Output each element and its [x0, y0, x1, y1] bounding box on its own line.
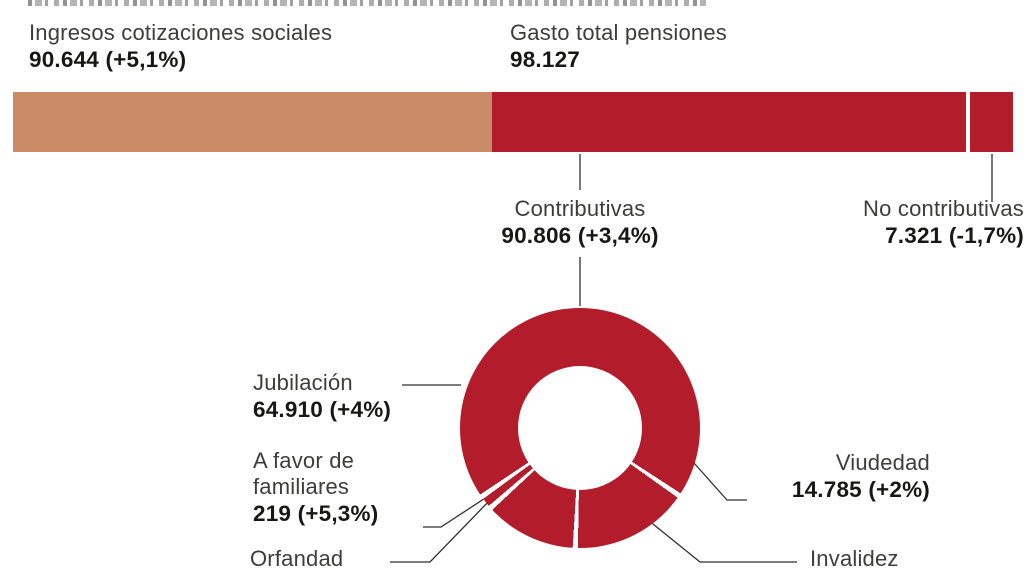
afavor-label-line2: familiares [253, 474, 350, 499]
cropped-title-fragment [28, 0, 706, 6]
jubilacion-label: Jubilación [253, 370, 353, 395]
donut-chart [460, 308, 700, 548]
orfandad-block: Orfandad [250, 546, 343, 572]
donut-hole [518, 366, 642, 490]
viudedad-value: 14.785 (+2%) [791, 477, 930, 502]
bar-segment-ingresos [13, 92, 492, 152]
invalidez-label: Invalidez [810, 546, 899, 571]
viudedad-block: Viudedad 14.785 (+2%) [792, 450, 930, 503]
income-label: Ingresos cotizaciones sociales [29, 20, 333, 45]
expense-label-block: Gasto total pensiones 98.127 [510, 20, 727, 73]
jubilacion-block: Jubilación 64.910 (+4%) [253, 370, 391, 423]
leader-orfandad [390, 497, 493, 563]
jubilacion-value: 64.910 (+4%) [253, 397, 392, 422]
stacked-bar [13, 92, 1013, 152]
afavor-value: 219 (+5,3%) [253, 501, 379, 526]
income-value: 90.644 (+5,1%) [29, 47, 187, 72]
afavor-block: A favor de familiares 219 (+5,3%) [253, 448, 378, 527]
contributivas-block: Contributivas 90.806 (+3,4%) [501, 196, 658, 249]
no-contributivas-label: No contributivas [863, 196, 1024, 221]
no-contributivas-block: No contributivas 7.321 (-1,7%) [863, 196, 1024, 249]
bar-segment-contributivas [492, 92, 966, 152]
expense-value: 98.127 [510, 47, 581, 72]
invalidez-block: Invalidez [810, 546, 899, 572]
contributivas-label: Contributivas [514, 196, 646, 221]
no-contributivas-value: 7.321 (-1,7%) [885, 223, 1024, 248]
bar-segment-divider [966, 92, 970, 152]
viudedad-label: Viudedad [835, 450, 930, 475]
leader-invalidez [647, 519, 797, 563]
afavor-label-line1: A favor de [253, 448, 355, 473]
leader-viudedad [693, 462, 747, 501]
bar-segment-no-contributivas [970, 92, 1013, 152]
orfandad-label: Orfandad [250, 546, 344, 571]
contributivas-value: 90.806 (+3,4%) [501, 223, 659, 248]
expense-label: Gasto total pensiones [510, 20, 728, 45]
income-label-block: Ingresos cotizaciones sociales 90.644 (+… [29, 20, 332, 73]
